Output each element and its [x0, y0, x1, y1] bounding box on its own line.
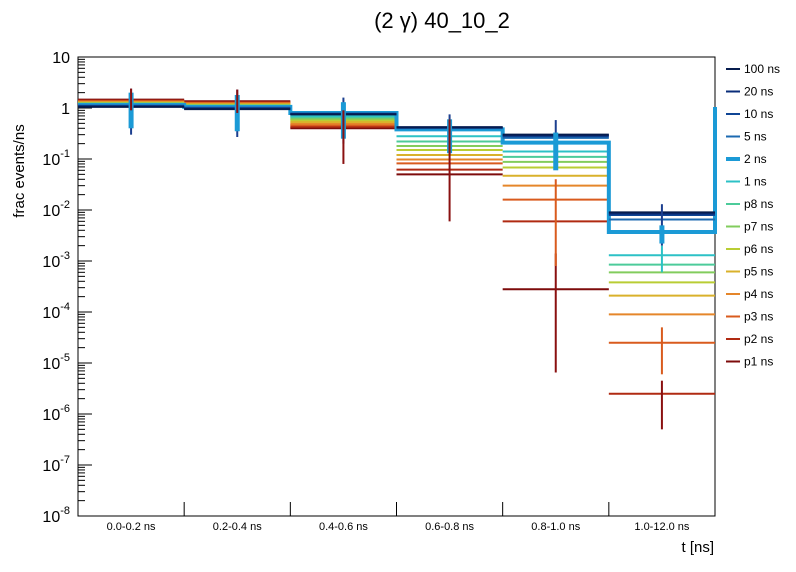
legend-label: p5 ns — [744, 265, 773, 279]
x-tick-label: 0.2-0.4 ns — [213, 521, 262, 533]
y-tick-label: 10-8 — [42, 505, 70, 526]
y-tick-label: 10 — [52, 50, 70, 67]
y-tick-label-exponent: -4 — [60, 301, 70, 313]
x-tick-label: 1.0-12.0 ns — [634, 521, 690, 533]
legend-label: 100 ns — [744, 62, 780, 76]
y-tick-label: 10-4 — [42, 301, 70, 322]
y-tick-label-base: 10 — [42, 407, 60, 424]
legend-label: p1 ns — [744, 355, 773, 369]
y-tick-label: 10-1 — [42, 148, 70, 169]
chart-title: (2 γ) 40_10_2 — [374, 8, 510, 33]
y-tick-label-exponent: -2 — [60, 199, 70, 211]
y-tick-label-base: 10 — [42, 203, 60, 220]
y-tick-label-exponent: -7 — [60, 454, 70, 466]
y-tick-label: 10-5 — [42, 352, 70, 373]
y-tick-label: 10-6 — [42, 403, 70, 424]
x-tick-label: 0.4-0.6 ns — [319, 521, 368, 533]
legend-label: p6 ns — [744, 242, 773, 256]
y-tick-label-base: 10 — [42, 254, 60, 271]
legend-label: 1 ns — [744, 175, 767, 189]
y-tick-label-exponent: -6 — [60, 403, 70, 415]
y-tick-label: 10-3 — [42, 250, 70, 271]
y-axis-title: frac events/ns — [11, 124, 28, 217]
y-tick-label: 10-2 — [42, 199, 70, 220]
legend-label: p2 ns — [744, 332, 773, 346]
legend-label: p7 ns — [744, 220, 773, 234]
legend-label: p3 ns — [744, 310, 773, 324]
legend: 100 ns 20 ns 10 ns 5 ns 2 ns 1 ns p8 ns p7 ns p6… — [726, 62, 780, 369]
y-tick-label-base: 1 — [61, 101, 70, 118]
y-tick-label-base: 10 — [42, 152, 60, 169]
legend-label: 20 ns — [744, 85, 773, 99]
y-tick-label-base: 10 — [42, 356, 60, 373]
y-tick-label: 1 — [61, 101, 70, 118]
x-axis-title: t [ns] — [681, 539, 714, 556]
legend-label: p4 ns — [744, 287, 773, 301]
x-tick-label: 0.6-0.8 ns — [425, 521, 474, 533]
x-axis: 0.0-0.2 ns 0.2-0.4 ns 0.4-0.6 ns 0.6-0.8 ns… — [107, 502, 690, 533]
x-tick-label: 0.0-0.2 ns — [107, 521, 156, 533]
legend-label: p8 ns — [744, 197, 773, 211]
legend-label: 5 ns — [744, 130, 767, 144]
y-tick-label-base: 10 — [42, 509, 60, 526]
y-tick-label-exponent: -1 — [60, 148, 70, 160]
y-tick-label-base: 10 — [42, 458, 60, 475]
y-tick-label: 10-7 — [42, 454, 70, 475]
y-tick-label-base: 10 — [52, 50, 70, 67]
y-tick-label-exponent: -5 — [60, 352, 70, 364]
y-tick-label-exponent: -8 — [60, 505, 70, 517]
legend-label: 10 ns — [744, 107, 773, 121]
x-tick-label: 0.8-1.0 ns — [531, 521, 580, 533]
legend-label: 2 ns — [744, 152, 767, 166]
y-tick-label-base: 10 — [42, 305, 60, 322]
error-bars-layer — [128, 88, 665, 430]
y-tick-label-exponent: -3 — [60, 250, 70, 262]
